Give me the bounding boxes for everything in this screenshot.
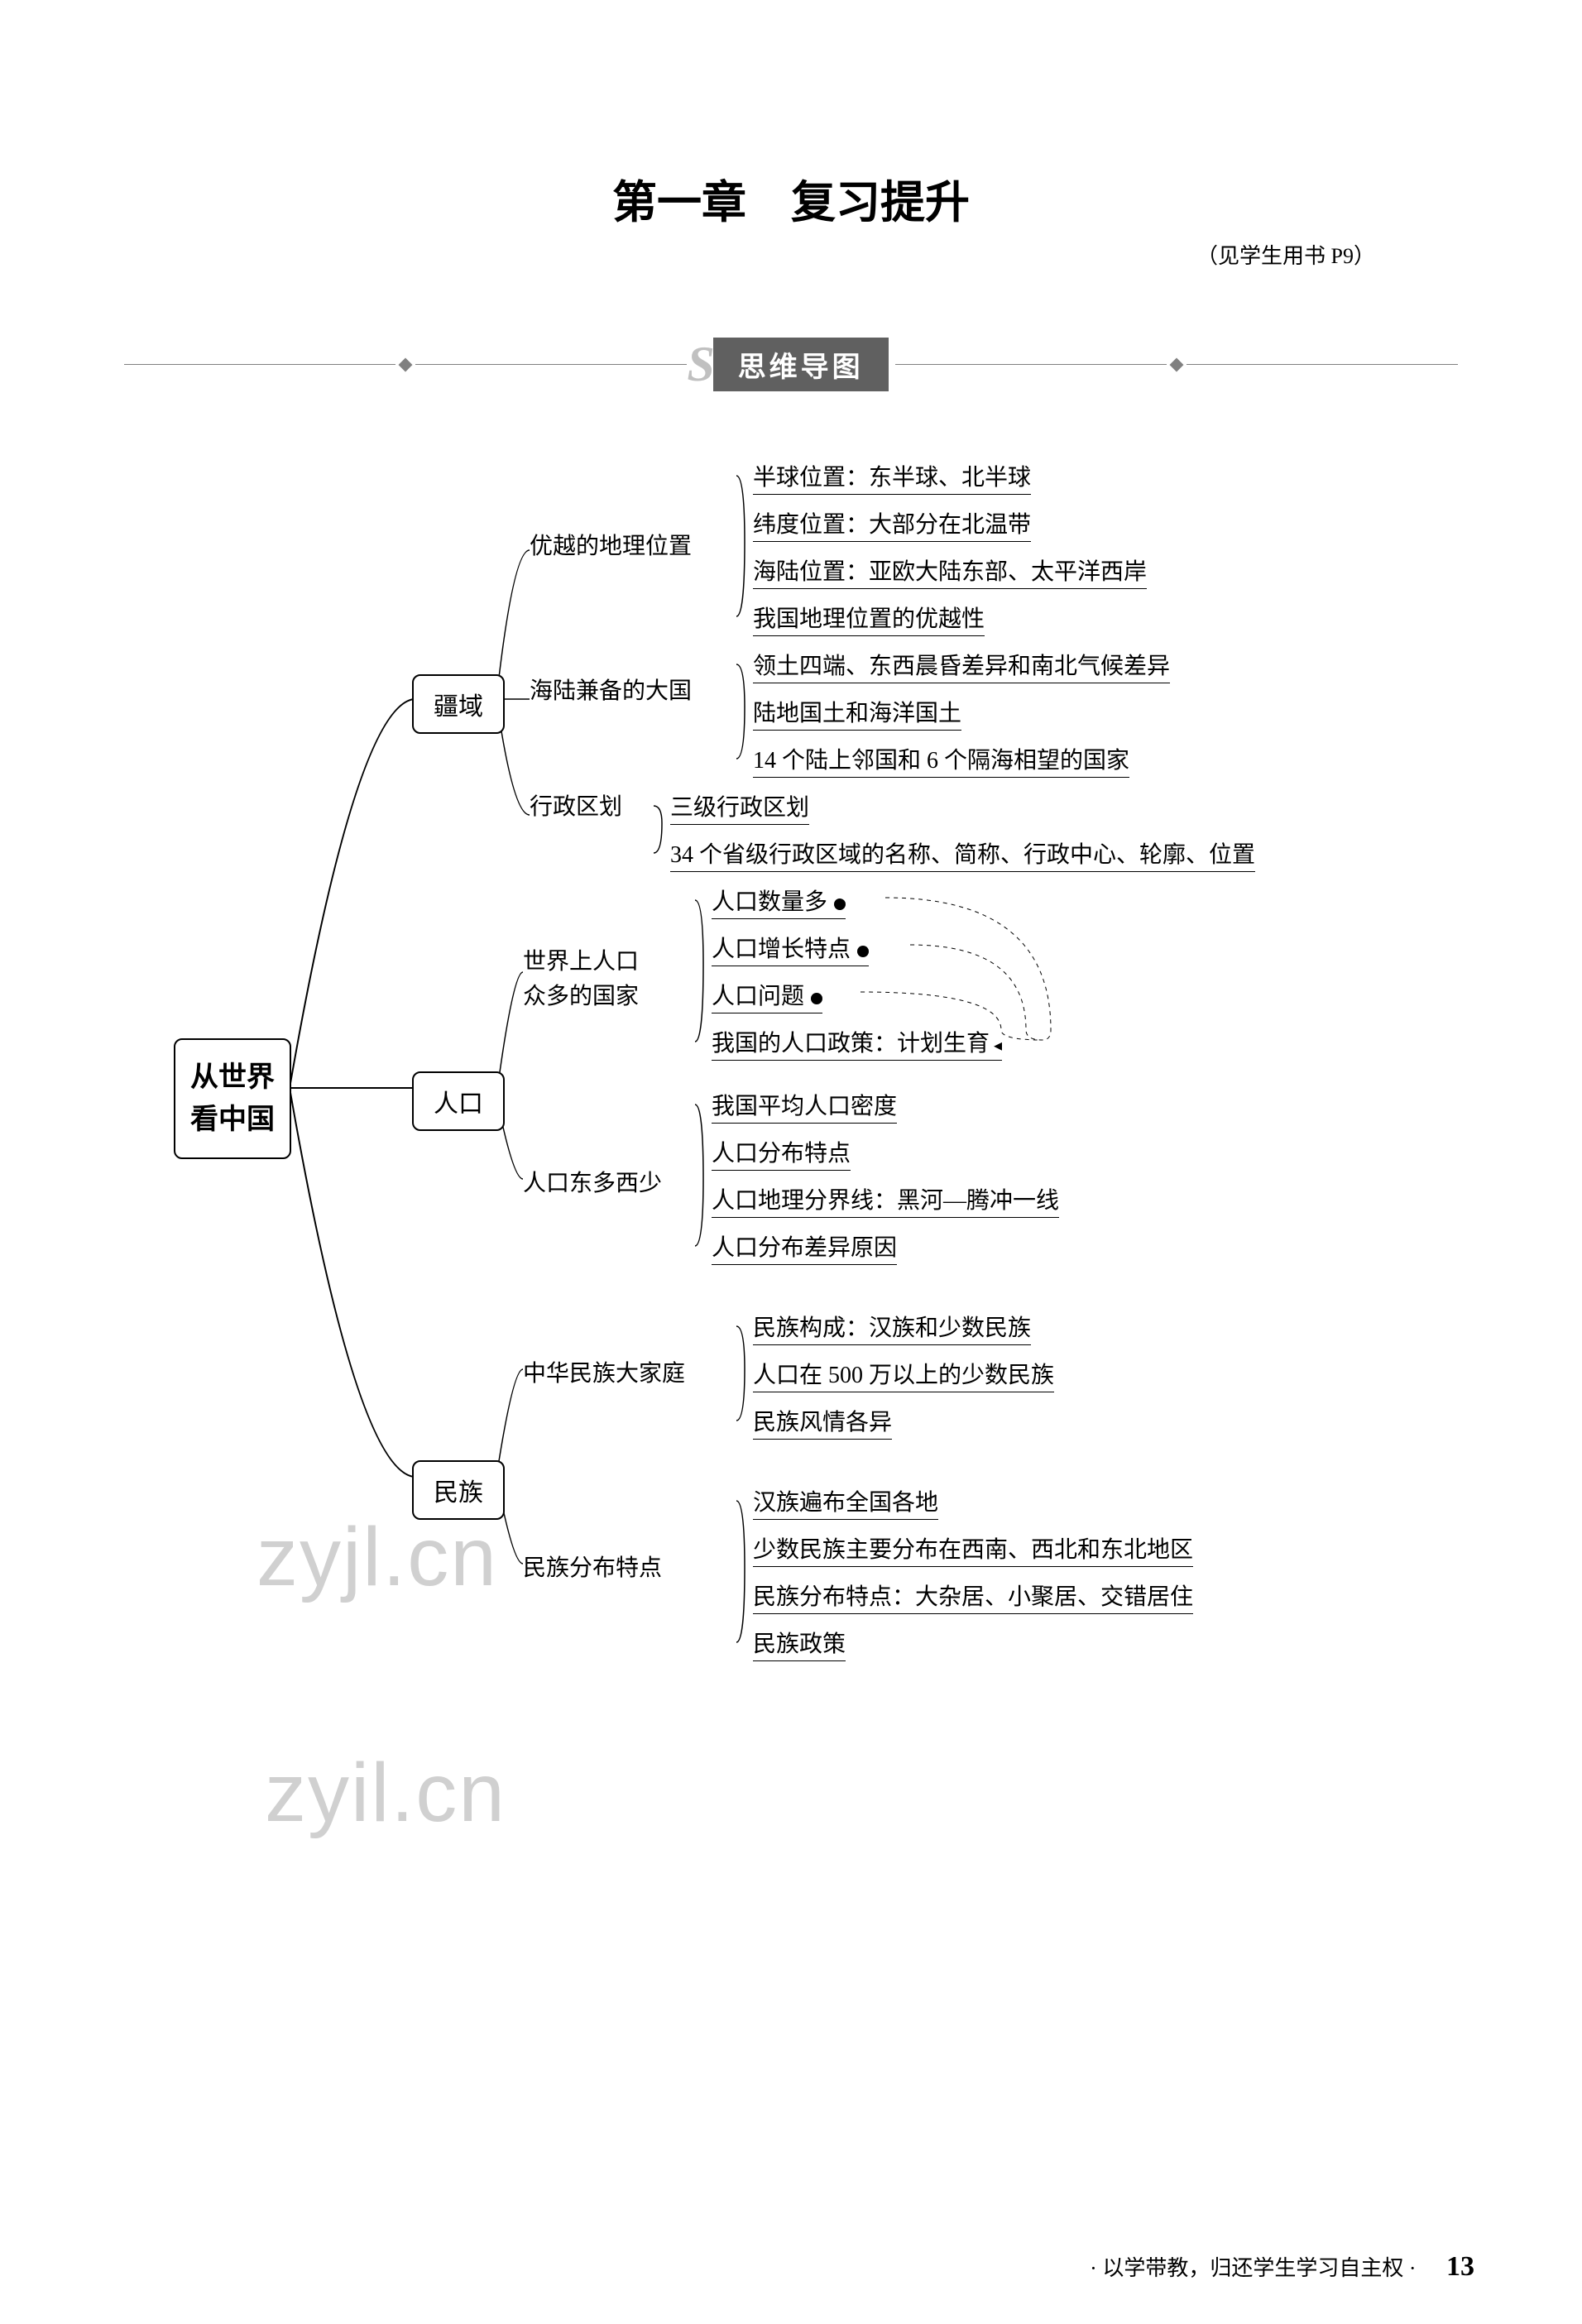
leaf-item: 纬度位置：大部分在北温带 bbox=[753, 506, 1031, 542]
diamond-icon bbox=[399, 357, 413, 371]
section-badge: 思维导图 bbox=[713, 338, 889, 391]
root-node: 从世界 看中国 bbox=[174, 1038, 291, 1159]
bullet-icon bbox=[834, 898, 846, 910]
leaf-item: 海陆位置：亚欧大陆东部、太平洋西岸 bbox=[753, 553, 1147, 589]
leaf-item: 三级行政区划 bbox=[670, 789, 809, 825]
watermark: zyjl.cn bbox=[256, 1510, 498, 1605]
branch-territory: 疆域 bbox=[412, 674, 505, 734]
sub-label: 中华民族大家庭 bbox=[523, 1357, 685, 1392]
sub-label: 民族分布特点 bbox=[523, 1551, 662, 1586]
sub-label: 海陆兼备的大国 bbox=[530, 674, 692, 709]
leaf-item: 民族政策 bbox=[753, 1626, 846, 1661]
leaf-item: 陆地国土和海洋国土 bbox=[753, 695, 961, 731]
arrow-left-icon: ◂ bbox=[990, 1037, 1002, 1055]
leaf-item: 14 个陆上邻国和 6 个隔海相望的国家 bbox=[753, 742, 1129, 778]
bullet-icon bbox=[811, 993, 822, 1004]
watermark: zyil.cn bbox=[265, 1746, 506, 1841]
chapter-title: 第一章 复习提升 bbox=[124, 165, 1458, 231]
leaf-item: 民族构成：汉族和少数民族 bbox=[753, 1310, 1031, 1345]
footer-text: · 以学带教，归还学生学习自主权 · bbox=[1090, 2256, 1416, 2280]
diamond-icon bbox=[1169, 357, 1183, 371]
section-header: S 思维导图 bbox=[124, 336, 1458, 393]
page-number: 13 bbox=[1446, 2251, 1474, 2282]
branch-population: 人口 bbox=[412, 1071, 505, 1131]
leaf-item: 人口地理分界线：黑河—腾冲一线 bbox=[712, 1182, 1059, 1218]
page-reference: （见学生用书 P9） bbox=[124, 239, 1458, 270]
page-footer: · 以学带教，归还学生学习自主权 · 13 bbox=[1090, 2251, 1474, 2283]
leaf-item: 汉族遍布全国各地 bbox=[753, 1484, 938, 1520]
leaf-item: 民族风情各异 bbox=[753, 1404, 892, 1440]
leaf-item: 领土四端、东西晨昏差异和南北气候差异 bbox=[753, 648, 1170, 683]
leaf-item: 半球位置：东半球、北半球 bbox=[753, 459, 1031, 495]
leaf-item: 人口增长特点 bbox=[712, 931, 869, 966]
leaf-item: 人口在 500 万以上的少数民族 bbox=[753, 1357, 1054, 1392]
leaf-item: 少数民族主要分布在西南、西北和东北地区 bbox=[753, 1531, 1193, 1567]
leaf-item: 34 个省级行政区域的名称、简称、行政中心、轮廓、位置 bbox=[670, 836, 1255, 872]
leaf-item: 我国平均人口密度 bbox=[712, 1088, 897, 1124]
bullet-icon bbox=[857, 946, 869, 957]
sub-label: 优越的地理位置 bbox=[530, 529, 692, 564]
leaf-item: 民族分布特点：大杂居、小聚居、交错居住 bbox=[753, 1579, 1193, 1614]
sub-label: 人口东多西少 bbox=[523, 1167, 662, 1201]
leaf-item: 人口分布特点 bbox=[712, 1135, 851, 1171]
leaf-item: 人口分布差异原因 bbox=[712, 1229, 897, 1265]
leaf-item: 我国的人口政策：计划生育 ◂ bbox=[712, 1025, 1002, 1061]
leaf-item: 我国地理位置的优越性 bbox=[753, 601, 985, 636]
sub-label: 世界上人口 众多的国家 bbox=[523, 945, 639, 1014]
leaf-item: 人口问题 bbox=[712, 978, 822, 1013]
leaf-item: 人口数量多 bbox=[712, 884, 846, 919]
s-icon: S bbox=[687, 336, 714, 393]
sub-label: 行政区划 bbox=[530, 790, 622, 825]
